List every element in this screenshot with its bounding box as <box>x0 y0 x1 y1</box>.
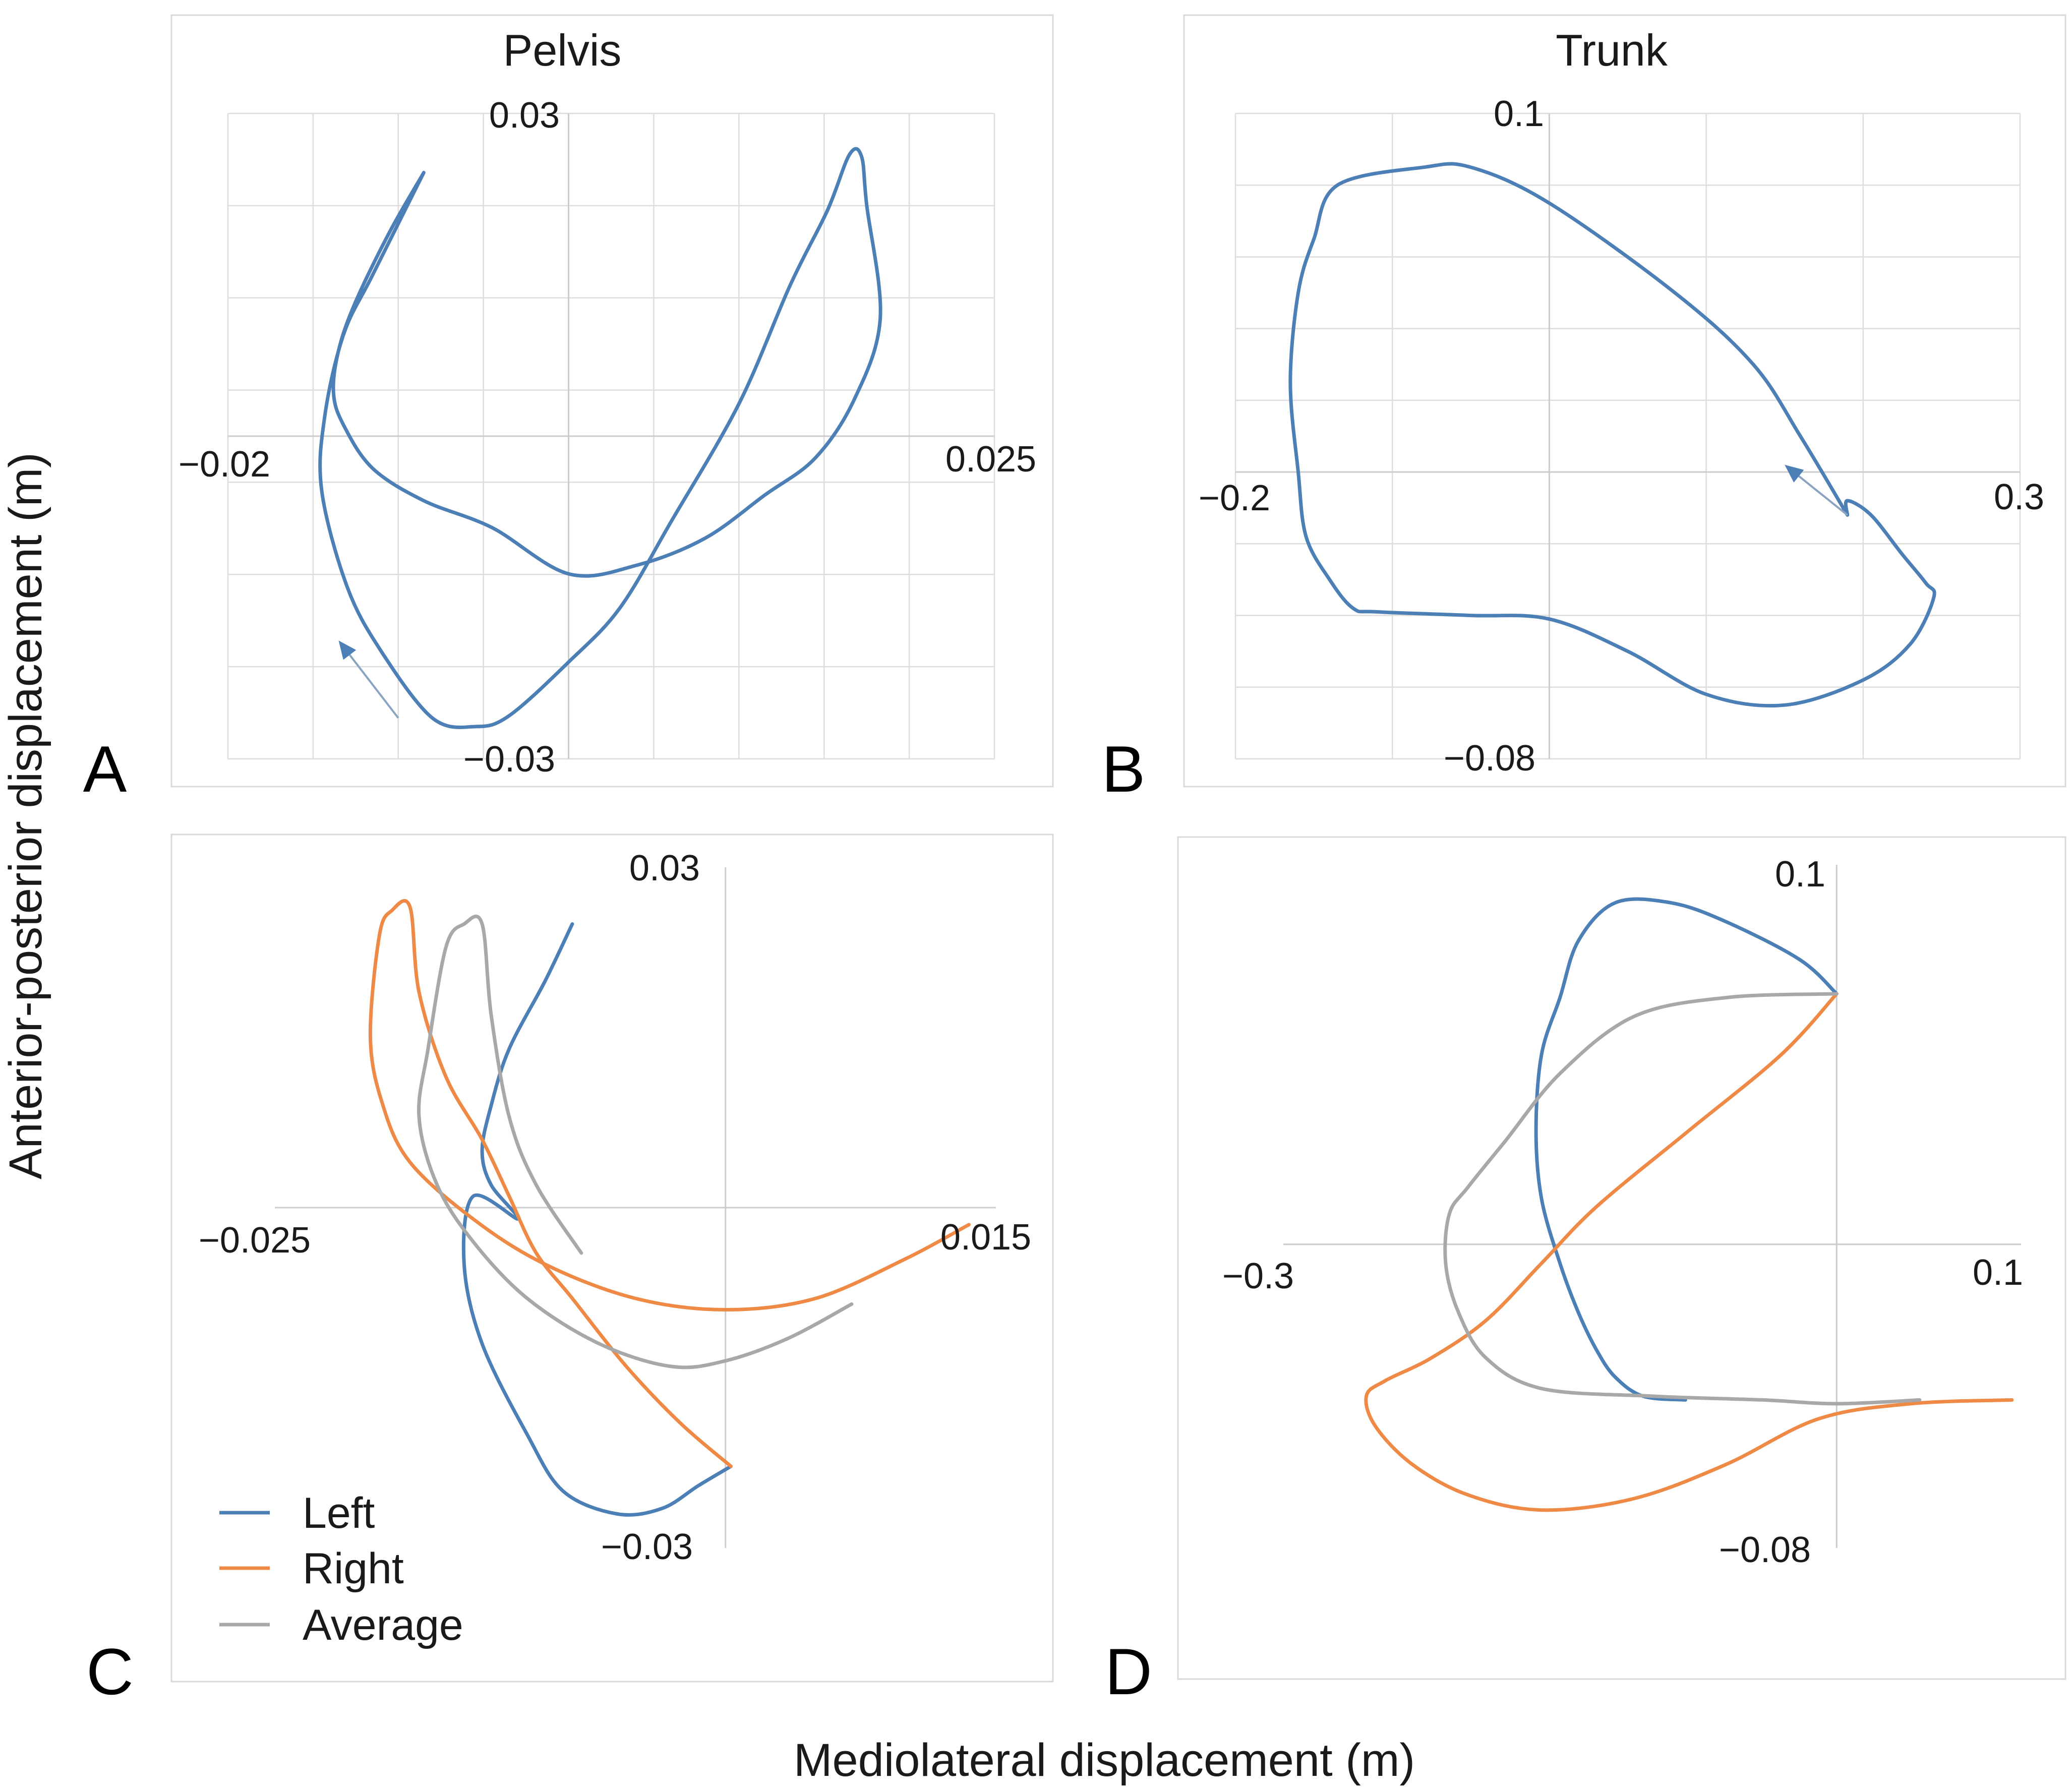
panel-b-ytick-min: −0.08 <box>1444 738 1535 779</box>
panel-c-ytick-min: −0.03 <box>601 1527 693 1567</box>
panel-c-frame <box>170 833 1054 1683</box>
panel-c-xtick-max: 0.015 <box>940 1217 1031 1258</box>
panel-b-grid <box>1234 112 2021 760</box>
panel-c-curve-left <box>461 922 733 1517</box>
legend: Left Right Average <box>219 1489 463 1649</box>
panel-c-curve-average <box>417 915 854 1369</box>
panel-a-ytick-max: 0.03 <box>489 95 560 136</box>
panel-a-xtick-min: −0.02 <box>179 444 270 485</box>
panel-b-xtick-min: −0.2 <box>1199 478 1270 518</box>
legend-label-average: Average <box>303 1601 463 1649</box>
panel-b-trunk: Trunk 0.1 −0.08 −0.2 0.3 B <box>1102 14 2066 806</box>
panel-a-frame <box>170 14 1054 788</box>
panel-b-frame <box>1183 14 2066 788</box>
panel-b-axes <box>1235 113 2020 759</box>
panel-d-label: D <box>1105 1635 1152 1708</box>
panel-b-ytick-max: 0.1 <box>1494 94 1544 134</box>
panel-c-ytick-max: 0.03 <box>629 848 700 888</box>
panel-a-pelvis: Pelvis 0.03 −0.03 −0.02 0.025 A <box>83 14 1054 806</box>
panel-a-label: A <box>83 732 127 806</box>
panel-a-ytick-min: −0.03 <box>463 739 555 780</box>
panel-a-arrowhead <box>338 640 357 660</box>
panel-d-curve-average <box>1443 992 1922 1406</box>
panel-d-frame <box>1177 836 2066 1680</box>
panel-d-curve-right <box>1364 992 2014 1512</box>
panel-b-curves <box>1288 162 1936 708</box>
panel-b-direction-arrow <box>1798 475 1848 516</box>
panel-d-xtick-min: −0.3 <box>1222 1256 1294 1296</box>
panel-c-xtick-min: −0.025 <box>199 1220 311 1261</box>
x-axis-title: Mediolateral displacement (m) <box>794 1735 1415 1786</box>
panel-a-curves <box>318 147 882 729</box>
panel-c-axes <box>275 867 996 1548</box>
panel-d-xtick-max: 0.1 <box>1973 1253 2023 1293</box>
legend-label-right: Right <box>303 1544 404 1593</box>
panel-a-axes <box>228 113 994 759</box>
panel-c-curves <box>368 899 971 1517</box>
panel-b-label: B <box>1102 732 1146 806</box>
panel-a-title: Pelvis <box>503 25 622 75</box>
panel-a-direction-arrow <box>348 654 399 719</box>
panel-d-ytick-min: −0.08 <box>1719 1530 1811 1570</box>
panel-c-curve-right <box>368 899 971 1468</box>
panel-d-trunk-sides: 0.1 −0.08 −0.3 0.1 D <box>1105 836 2066 1708</box>
y-axis-title: Anterior-posterior displacement (m) <box>0 452 51 1179</box>
panel-d-ytick-max: 0.1 <box>1775 854 1825 894</box>
panel-a-xtick-max: 0.025 <box>945 439 1036 480</box>
panel-d-curve-left <box>1534 897 1839 1402</box>
panel-a-grid <box>227 112 995 760</box>
panel-d-curves <box>1364 897 2014 1512</box>
panel-a-curve-left <box>318 147 882 729</box>
panel-b-xtick-max: 0.3 <box>1994 477 2044 517</box>
panel-c-pelvis-sides: 0.03 −0.03 −0.025 0.015 Left Right Avera… <box>86 833 1054 1708</box>
panel-b-curve-left <box>1288 162 1936 708</box>
panel-b-title: Trunk <box>1556 25 1668 75</box>
legend-label-left: Left <box>303 1489 375 1537</box>
panel-d-axes <box>1283 865 2021 1548</box>
panel-c-label: C <box>86 1635 134 1708</box>
panel-b-arrowhead <box>1785 464 1804 483</box>
